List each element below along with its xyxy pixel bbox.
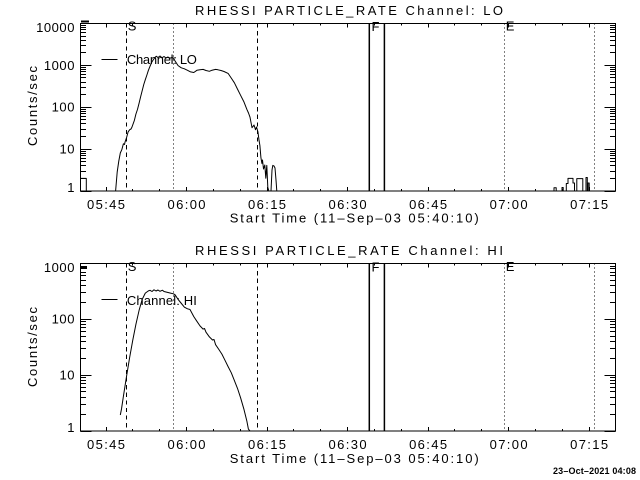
svg-text:E: E bbox=[506, 259, 515, 274]
svg-text:07:00: 07:00 bbox=[490, 197, 528, 212]
svg-text:F: F bbox=[372, 19, 380, 34]
svg-text:06:15: 06:15 bbox=[248, 197, 286, 212]
svg-text:10000: 10000 bbox=[36, 20, 75, 35]
svg-text:06:15: 06:15 bbox=[248, 437, 286, 452]
svg-text:1000: 1000 bbox=[44, 260, 75, 275]
svg-text:06:00: 06:00 bbox=[168, 197, 206, 212]
svg-text:1: 1 bbox=[67, 180, 75, 195]
svg-text:RHESSI PARTICLE_RATE Channel:: RHESSI PARTICLE_RATE Channel: HI bbox=[195, 243, 503, 258]
svg-text:100: 100 bbox=[52, 312, 75, 327]
svg-text:07:00: 07:00 bbox=[490, 437, 528, 452]
svg-text:23–Oct–2021 04:08: 23–Oct–2021 04:08 bbox=[553, 466, 636, 476]
svg-text:100: 100 bbox=[52, 100, 75, 115]
svg-text:S: S bbox=[128, 259, 137, 274]
svg-text:Channel: LO: Channel: LO bbox=[127, 52, 197, 67]
svg-text:07:15: 07:15 bbox=[570, 437, 608, 452]
svg-text:F: F bbox=[372, 260, 380, 275]
svg-text:10: 10 bbox=[59, 368, 75, 383]
svg-text:1: 1 bbox=[67, 420, 75, 435]
svg-text:S: S bbox=[128, 19, 137, 34]
svg-text:06:30: 06:30 bbox=[329, 437, 367, 452]
svg-text:05:45: 05:45 bbox=[87, 437, 125, 452]
svg-text:06:00: 06:00 bbox=[168, 437, 206, 452]
svg-text:06:45: 06:45 bbox=[409, 437, 447, 452]
svg-text:Channel: HI: Channel: HI bbox=[127, 293, 197, 308]
svg-text:1000: 1000 bbox=[44, 58, 75, 73]
svg-text:06:45: 06:45 bbox=[409, 197, 447, 212]
svg-text:06:30: 06:30 bbox=[329, 197, 367, 212]
svg-text:E: E bbox=[506, 19, 515, 34]
svg-text:07:15: 07:15 bbox=[570, 197, 608, 212]
svg-text:Start Time (11–Sep–03 05:40:10: Start Time (11–Sep–03 05:40:10) bbox=[230, 451, 479, 466]
svg-text:Counts/sec: Counts/sec bbox=[25, 66, 40, 147]
svg-text:Start Time (11–Sep–03 05:40:10: Start Time (11–Sep–03 05:40:10) bbox=[230, 210, 479, 225]
svg-text:05:45: 05:45 bbox=[87, 197, 125, 212]
svg-text:Counts/sec: Counts/sec bbox=[25, 307, 40, 388]
svg-text:RHESSI PARTICLE_RATE Channel:: RHESSI PARTICLE_RATE Channel: LO bbox=[195, 3, 503, 18]
svg-text:10: 10 bbox=[59, 142, 75, 157]
